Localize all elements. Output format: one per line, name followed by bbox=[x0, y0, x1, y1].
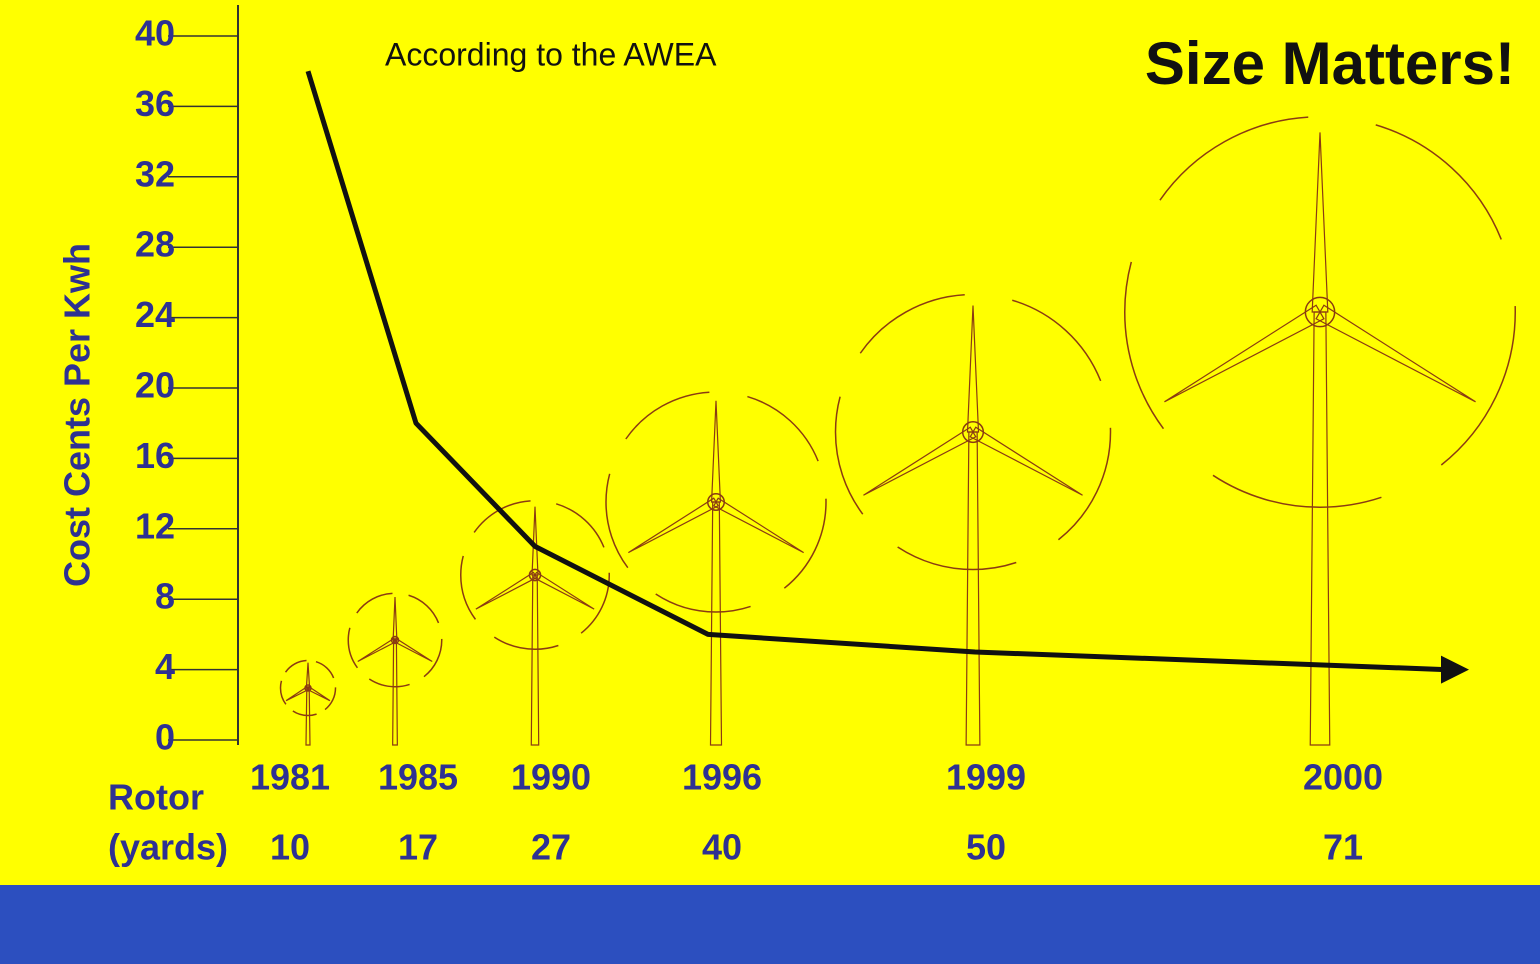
y-tick-label: 32 bbox=[135, 153, 175, 194]
turbine-part bbox=[306, 685, 331, 702]
rotor-size-label: 40 bbox=[702, 827, 742, 868]
y-tick-label: 16 bbox=[135, 435, 175, 476]
turbine bbox=[834, 293, 1112, 746]
turbine bbox=[460, 500, 610, 746]
rotor-size-label: 50 bbox=[966, 827, 1006, 868]
turbine-part bbox=[347, 592, 443, 688]
turbine-part bbox=[279, 659, 337, 717]
turbine-part bbox=[605, 391, 827, 613]
turbine-part bbox=[390, 635, 400, 645]
turbine-part bbox=[528, 568, 542, 582]
turbine bbox=[605, 391, 827, 746]
turbine-part bbox=[532, 571, 595, 610]
rotor-label: (yards) bbox=[108, 827, 228, 868]
rotor-size-label: 27 bbox=[531, 827, 571, 868]
turbine-part bbox=[1124, 116, 1516, 508]
turbine-part bbox=[1304, 296, 1336, 328]
turbine-part bbox=[1315, 304, 1476, 403]
y-tick-label: 4 bbox=[155, 646, 175, 687]
y-tick-label: 24 bbox=[135, 294, 175, 335]
turbine bbox=[279, 659, 337, 746]
x-tick-label: 1981 bbox=[250, 757, 330, 798]
turbine bbox=[347, 592, 443, 746]
chart-title: Size Matters! bbox=[1145, 30, 1515, 97]
x-tick-label: 1999 bbox=[946, 757, 1026, 798]
x-tick-label: 1996 bbox=[682, 757, 762, 798]
rotor-label: Rotor bbox=[108, 777, 204, 818]
turbine-part bbox=[969, 426, 1083, 496]
turbine-part bbox=[393, 637, 433, 663]
turbine bbox=[1124, 116, 1516, 746]
x-tick-label: 1990 bbox=[511, 757, 591, 798]
rotor-size-label: 10 bbox=[270, 827, 310, 868]
arrow-head bbox=[1441, 655, 1469, 684]
y-tick-label: 8 bbox=[155, 576, 175, 617]
y-tick-label: 20 bbox=[135, 365, 175, 406]
footer-band bbox=[0, 885, 1540, 964]
turbine-part bbox=[460, 500, 610, 650]
turbine-part bbox=[707, 493, 725, 511]
cost-line bbox=[305, 70, 1446, 673]
rotor-size-label: 71 bbox=[1323, 827, 1363, 868]
y-tick-label: 0 bbox=[155, 717, 175, 758]
subtitle: According to the AWEA bbox=[385, 36, 717, 72]
x-tick-label: 2000 bbox=[1303, 757, 1383, 798]
turbine-part bbox=[961, 420, 985, 444]
y-tick-label: 36 bbox=[135, 83, 175, 124]
rotor-size-label: 17 bbox=[398, 827, 438, 868]
y-tick-label: 12 bbox=[135, 505, 175, 546]
turbine-part bbox=[712, 497, 804, 554]
x-tick-label: 1985 bbox=[378, 757, 458, 798]
y-axis-label: Cost Cents Per Kwh bbox=[57, 243, 98, 587]
y-tick-label: 28 bbox=[135, 224, 175, 265]
y-tick-label: 40 bbox=[135, 13, 175, 54]
turbine-part bbox=[834, 293, 1112, 571]
turbine-part bbox=[304, 684, 312, 692]
